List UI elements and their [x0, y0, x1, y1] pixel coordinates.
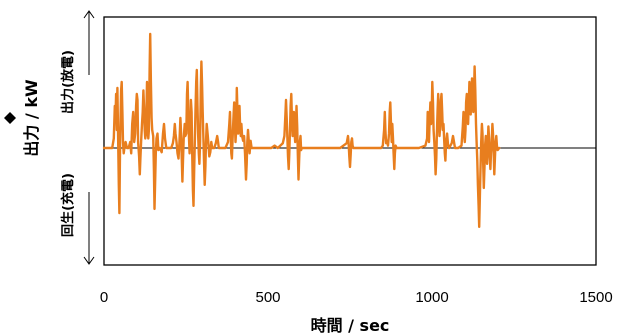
down-arrow-icon [83, 256, 95, 265]
x-tick-label: 0 [100, 289, 108, 306]
x-axis-title: 時間 / sec [311, 316, 390, 335]
arrow-diamond-icon [4, 112, 16, 124]
y-direction-arrow [4, 112, 16, 124]
x-tick-labels: 0 500 1000 1500 [100, 289, 613, 306]
x-tick-label: 1500 [579, 289, 612, 306]
series-line [102, 32, 501, 229]
upper-side-label: 出力(放電) [60, 50, 76, 114]
lower-side-label: 回生(充電) [60, 173, 76, 237]
plot-frame [103, 16, 597, 266]
x-tick-label: 1000 [415, 289, 448, 306]
x-tick-label: 500 [255, 289, 280, 306]
up-arrow-icon [83, 10, 95, 19]
y-axis-title: 出力 / kW [22, 79, 41, 157]
